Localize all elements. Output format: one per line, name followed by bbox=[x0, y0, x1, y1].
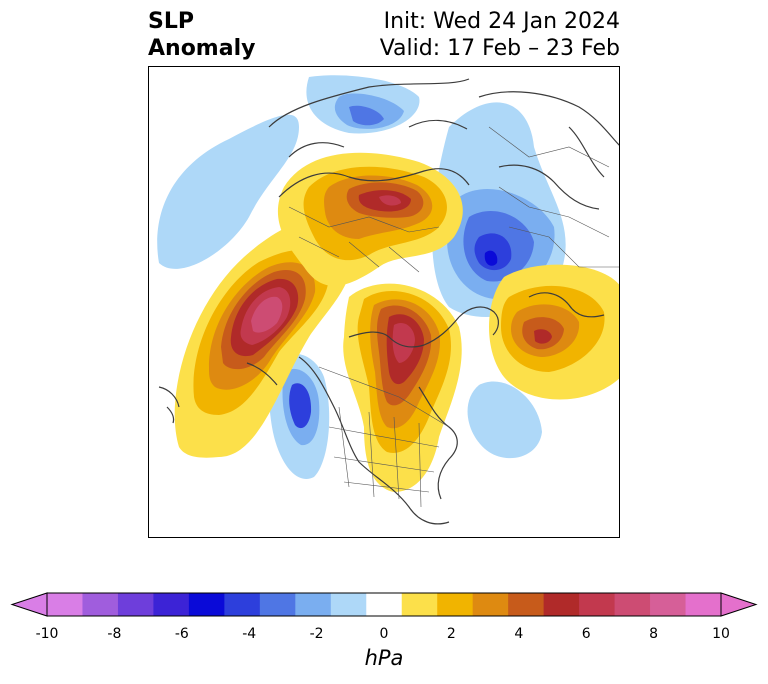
colorbar-cell bbox=[437, 593, 474, 616]
colorbar-cell bbox=[47, 593, 83, 616]
colorbar-cell bbox=[295, 593, 332, 616]
colorbar-cell bbox=[224, 593, 261, 616]
colorbar-tick-label: 0 bbox=[379, 626, 389, 642]
colorbar-cell bbox=[117, 593, 154, 616]
valid-range: Valid: 17 Feb – 23 Feb bbox=[379, 36, 620, 61]
map-canvas bbox=[157, 75, 619, 525]
colorbar-tick-label: -8 bbox=[107, 626, 122, 642]
chart-title-left: SLP Anomaly bbox=[148, 8, 255, 62]
colorbar-cell bbox=[579, 593, 616, 616]
colorbar-tick-label: 8 bbox=[649, 626, 659, 642]
borders bbox=[288, 126, 619, 508]
colorbar-outline bbox=[46, 592, 722, 617]
colorbar-tick-label: 4 bbox=[514, 626, 524, 642]
colorbar-tick-label: -6 bbox=[174, 626, 189, 642]
colorbar-tick-label: 2 bbox=[446, 626, 456, 642]
colorbar-cell bbox=[82, 593, 119, 616]
colorbar-cell bbox=[401, 593, 438, 616]
colorbar-cell bbox=[650, 593, 687, 616]
colorbar-cell bbox=[472, 593, 509, 616]
field-label: SLP bbox=[148, 9, 194, 34]
colorbar-right-extend bbox=[720, 592, 758, 617]
colorbar-cell bbox=[508, 593, 545, 616]
colorbar-cell bbox=[614, 593, 651, 616]
colorbar-tick-label: -2 bbox=[309, 626, 324, 642]
colorbar-tick-label: 6 bbox=[581, 626, 591, 642]
kind-label: Anomaly bbox=[148, 36, 256, 61]
colorbar-cell bbox=[259, 593, 296, 616]
colorbar-tick-label: -4 bbox=[242, 626, 257, 642]
positive-anomaly-fields bbox=[174, 152, 619, 492]
colorbar-cell bbox=[543, 593, 580, 616]
chart-title-right: Init: Wed 24 Jan 2024 Valid: 17 Feb – 23… bbox=[380, 8, 620, 62]
colorbar-cell bbox=[188, 593, 225, 616]
anomaly-map bbox=[148, 66, 620, 538]
colorbar-cell bbox=[366, 593, 403, 616]
colorbar-left-extend bbox=[10, 592, 48, 617]
colorbar-cell bbox=[685, 593, 722, 616]
colorbar bbox=[10, 592, 758, 617]
init-date: Init: Wed 24 Jan 2024 bbox=[383, 9, 620, 34]
colorbar-cell bbox=[153, 593, 190, 616]
coastlines bbox=[158, 78, 619, 525]
colorbar-tick-label: 10 bbox=[712, 626, 730, 642]
colorbar-cell bbox=[330, 593, 367, 616]
colorbar-tick-label: -10 bbox=[35, 626, 59, 642]
colorbar-unit: hPa bbox=[364, 646, 404, 670]
